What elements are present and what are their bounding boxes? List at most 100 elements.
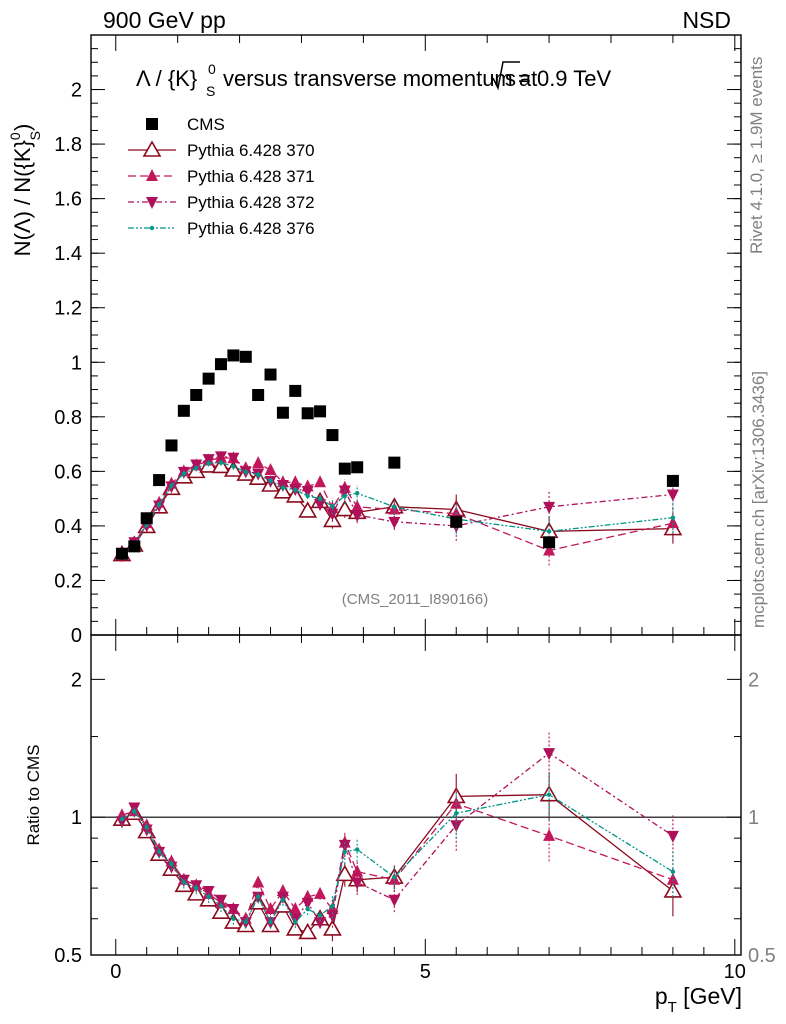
- ratio-point: [338, 839, 351, 852]
- y-tick-label: 0.6: [54, 461, 82, 483]
- data-point: [264, 463, 277, 475]
- data-point: [330, 504, 335, 509]
- data-point: [276, 406, 289, 419]
- svg-text:S: S: [206, 83, 215, 99]
- data-point: [181, 471, 187, 476]
- y-tick-label: 1: [71, 352, 82, 374]
- ratio-point: [330, 903, 335, 909]
- data-point: [115, 547, 128, 560]
- ratio-point: [323, 919, 342, 936]
- data-point: [351, 510, 364, 522]
- x-tick-label: 10: [724, 961, 746, 983]
- data-point: [670, 515, 676, 520]
- legend: CMS Pythia 6.428 370 Pythia 6.428 371 Pythi…: [128, 115, 315, 238]
- data-point: [231, 464, 236, 469]
- data-point: [165, 439, 178, 452]
- y-tick-label: 0.4: [54, 516, 82, 538]
- ratio-point: [165, 861, 178, 874]
- data-point: [255, 472, 261, 477]
- legend-label: Pythia 6.428 370: [187, 141, 315, 160]
- ratio-point: [335, 864, 355, 882]
- data-point: [666, 516, 679, 529]
- ratio-point: [227, 904, 240, 917]
- ratio-point: [450, 796, 463, 809]
- ratio-point: [351, 864, 364, 877]
- ratio-point: [206, 894, 211, 900]
- ratio-axis-ticks: 0.5 0.5 1 1 2 2: [54, 634, 776, 967]
- legend-marker: [149, 225, 155, 231]
- ratio-point: [169, 861, 174, 867]
- legend-label: Pythia 6.428 372: [187, 193, 315, 212]
- y-tick-label: 2: [71, 80, 82, 102]
- y-tick-label: 0: [71, 625, 82, 647]
- ratio-point: [243, 919, 248, 925]
- svg-text:Λ / {K}: Λ / {K}: [136, 66, 197, 91]
- ratio-y-axis-label: Ratio to CMS: [24, 744, 43, 845]
- ratio-point: [289, 902, 302, 915]
- ratio-point: [670, 869, 676, 874]
- y-tick-label: 1.8: [54, 134, 82, 156]
- svg-text:s: s: [505, 66, 516, 91]
- ratio-point: [666, 830, 679, 843]
- y-tick-label: 0.2: [54, 570, 82, 592]
- svg-text:N(Λ) / N({K}0S): N(Λ) / N({K}0 S): [7, 124, 43, 257]
- main-series: [112, 349, 683, 566]
- data-point: [293, 487, 298, 493]
- ratio-point: [215, 894, 227, 907]
- data-point: [326, 429, 339, 442]
- data-point: [450, 515, 463, 528]
- series-line: [121, 457, 674, 554]
- main-axis-ticks: 00.20.40.60.811.21.41.61.820 5 10: [54, 34, 746, 983]
- ratio-plot-frame: [90, 634, 742, 956]
- data-point: [388, 516, 401, 529]
- x-tick-label: 5: [420, 961, 431, 983]
- ratio-point: [231, 916, 236, 921]
- ratio-y-tick-label-right: 2: [748, 669, 759, 691]
- data-point: [206, 460, 211, 466]
- ratio-y-tick-label: 1: [71, 807, 82, 829]
- ratio-line: [121, 794, 674, 934]
- ratio-series-4: [119, 772, 676, 929]
- data-point: [264, 368, 277, 381]
- ratio-point: [546, 792, 552, 797]
- ratio-point: [293, 919, 298, 925]
- data-point: [546, 529, 552, 534]
- data-point: [243, 469, 248, 475]
- y-tick-label: 1.6: [54, 189, 82, 211]
- ratio-point: [194, 885, 199, 891]
- ratio-point: [317, 913, 323, 918]
- y-tick-label: 0.8: [54, 407, 82, 429]
- ratio-point: [298, 922, 318, 940]
- data-point: [335, 499, 355, 517]
- data-point: [305, 493, 310, 499]
- ratio-point: [342, 849, 348, 855]
- ratio-point: [314, 917, 327, 930]
- x-tick-label: 0: [110, 961, 121, 983]
- data-point: [194, 465, 199, 471]
- ratio-point: [144, 825, 149, 830]
- y-tick-label: 1.2: [54, 298, 82, 320]
- data-point: [202, 454, 215, 467]
- data-point: [289, 384, 302, 397]
- data-point: [190, 389, 203, 401]
- data-point: [215, 358, 227, 371]
- side-label-top: Rivet 4.1.0, ≥ 1.9M events: [747, 57, 766, 254]
- ratio-point: [224, 912, 243, 929]
- ratio-point: [666, 872, 679, 885]
- legend-marker: [146, 197, 158, 209]
- data-point: [543, 543, 556, 556]
- data-point: [314, 475, 327, 488]
- data-point: [351, 499, 364, 512]
- svg-text:0: 0: [208, 61, 216, 77]
- data-point: [239, 350, 252, 363]
- ratio-point: [252, 875, 265, 888]
- ratio-point: [268, 919, 273, 925]
- ratio-point: [132, 809, 137, 814]
- data-point: [153, 474, 166, 487]
- legend-label: Pythia 6.428 376: [187, 219, 315, 238]
- data-point: [317, 496, 323, 501]
- ratio-series-1: [112, 772, 683, 942]
- ratio-point: [280, 897, 286, 902]
- data-point: [218, 460, 224, 465]
